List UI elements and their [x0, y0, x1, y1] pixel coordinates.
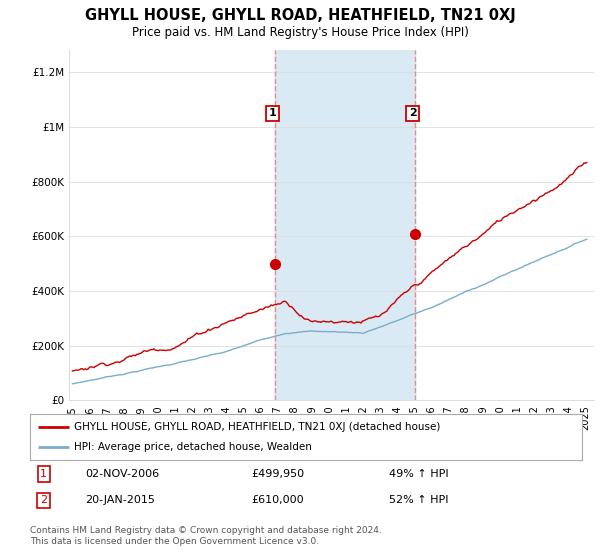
Text: 52% ↑ HPI: 52% ↑ HPI: [389, 495, 448, 505]
Bar: [275, 50, 415, 400]
Text: GHYLL HOUSE, GHYLL ROAD, HEATHFIELD, TN21 0XJ (detached house): GHYLL HOUSE, GHYLL ROAD, HEATHFIELD, TN2…: [74, 422, 440, 432]
Text: HPI: Average price, detached house, Wealden: HPI: Average price, detached house, Weal…: [74, 442, 312, 452]
Text: GHYLL HOUSE, GHYLL ROAD, HEATHFIELD, TN21 0XJ: GHYLL HOUSE, GHYLL ROAD, HEATHFIELD, TN2…: [85, 8, 515, 24]
Text: 02-NOV-2006: 02-NOV-2006: [85, 469, 160, 479]
Text: £499,950: £499,950: [251, 469, 304, 479]
Text: £610,000: £610,000: [251, 495, 304, 505]
Text: 2: 2: [40, 495, 47, 505]
Text: 20-JAN-2015: 20-JAN-2015: [85, 495, 155, 505]
Text: 2: 2: [409, 108, 416, 118]
Text: 1: 1: [268, 108, 276, 118]
Text: Price paid vs. HM Land Registry's House Price Index (HPI): Price paid vs. HM Land Registry's House …: [131, 26, 469, 39]
Text: 1: 1: [40, 469, 47, 479]
Text: 49% ↑ HPI: 49% ↑ HPI: [389, 469, 448, 479]
Text: Contains HM Land Registry data © Crown copyright and database right 2024.
This d: Contains HM Land Registry data © Crown c…: [30, 526, 382, 546]
